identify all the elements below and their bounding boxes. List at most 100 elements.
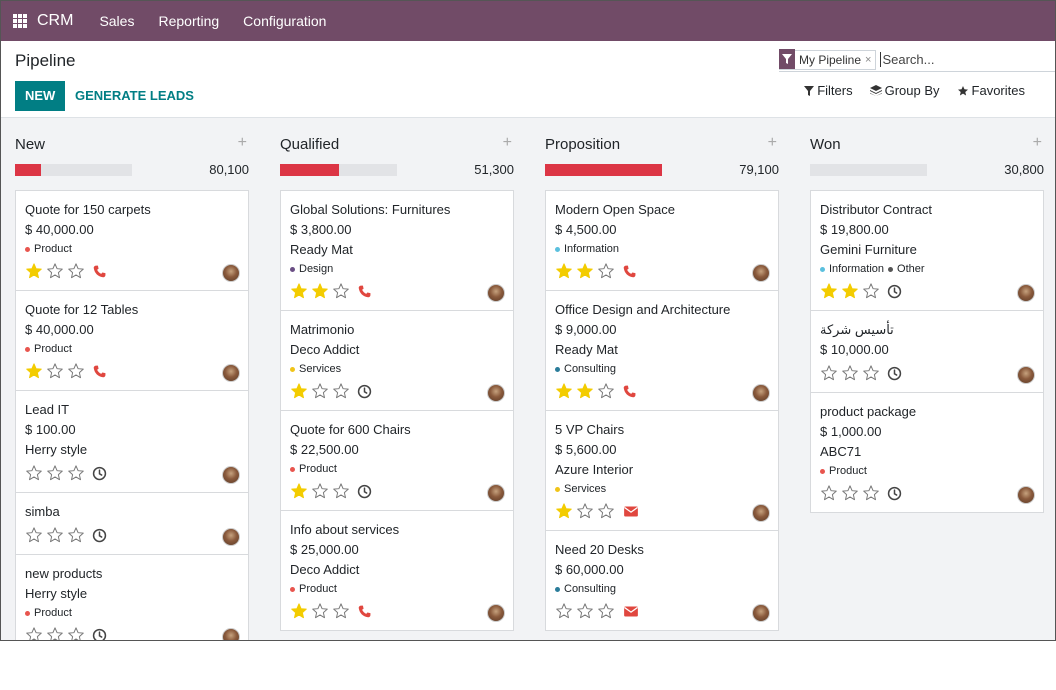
lead-card[interactable]: Lead IT $ 100.00 Herry style	[15, 390, 249, 493]
quick-create-plus-icon[interactable]: +	[237, 134, 247, 151]
star-empty-icon[interactable]	[67, 262, 85, 280]
menu-configuration[interactable]: Configuration	[243, 13, 327, 29]
phone-icon[interactable]	[622, 384, 637, 399]
clock-icon[interactable]	[92, 528, 107, 543]
apps-grid-icon[interactable]	[13, 14, 27, 28]
clock-icon[interactable]	[887, 366, 902, 381]
generate-leads-button[interactable]: GENERATE LEADS	[75, 88, 194, 103]
activity-button[interactable]	[357, 384, 372, 399]
star-empty-icon[interactable]	[46, 626, 64, 641]
star-empty-icon[interactable]	[311, 602, 329, 620]
clock-icon[interactable]	[92, 628, 107, 642]
phone-icon[interactable]	[622, 264, 637, 279]
facet-close-icon[interactable]: ×	[865, 53, 872, 66]
avatar[interactable]	[487, 384, 505, 402]
lead-card[interactable]: Quote for 150 carpets $ 40,000.00 Product	[15, 190, 249, 291]
star-empty-icon[interactable]	[576, 602, 594, 620]
star-empty-icon[interactable]	[841, 484, 859, 502]
progress-bar[interactable]	[545, 164, 662, 176]
avatar[interactable]	[222, 264, 240, 282]
column-title[interactable]: Qualified	[280, 136, 340, 153]
star-empty-icon[interactable]	[820, 484, 838, 502]
quick-create-plus-icon[interactable]: +	[1032, 134, 1042, 151]
star-filled-icon[interactable]	[290, 602, 308, 620]
avatar[interactable]	[222, 528, 240, 546]
star-empty-icon[interactable]	[332, 382, 350, 400]
star-filled-icon[interactable]	[290, 482, 308, 500]
star-empty-icon[interactable]	[67, 362, 85, 380]
star-filled-icon[interactable]	[576, 382, 594, 400]
activity-button[interactable]	[887, 284, 902, 299]
activity-button[interactable]	[92, 364, 107, 379]
lead-card[interactable]: Info about services $ 25,000.00 Deco Addic…	[280, 510, 514, 631]
avatar[interactable]	[752, 264, 770, 282]
star-empty-icon[interactable]	[46, 262, 64, 280]
star-empty-icon[interactable]	[597, 382, 615, 400]
star-empty-icon[interactable]	[67, 464, 85, 482]
column-title[interactable]: Won	[810, 136, 841, 153]
phone-icon[interactable]	[92, 264, 107, 279]
clock-icon[interactable]	[357, 484, 372, 499]
star-empty-icon[interactable]	[597, 262, 615, 280]
lead-card[interactable]: Matrimonio Deco Addict Services	[280, 310, 514, 411]
lead-card[interactable]: Need 20 Desks $ 60,000.00 Consulting	[545, 530, 779, 631]
phone-icon[interactable]	[357, 284, 372, 299]
activity-button[interactable]	[622, 384, 637, 399]
favorites-button[interactable]: Favorites	[957, 83, 1025, 98]
star-empty-icon[interactable]	[555, 602, 573, 620]
column-title[interactable]: New	[15, 136, 46, 153]
star-empty-icon[interactable]	[862, 282, 880, 300]
star-empty-icon[interactable]	[311, 382, 329, 400]
avatar[interactable]	[752, 384, 770, 402]
phone-icon[interactable]	[357, 604, 372, 619]
menu-reporting[interactable]: Reporting	[158, 13, 220, 29]
avatar[interactable]	[487, 284, 505, 302]
clock-icon[interactable]	[357, 384, 372, 399]
lead-card[interactable]: product package $ 1,000.00 ABC71 Product	[810, 392, 1044, 513]
lead-card[interactable]: Distributor Contract $ 19,800.00 Gemini Fu…	[810, 190, 1044, 311]
star-filled-icon[interactable]	[576, 262, 594, 280]
clock-icon[interactable]	[92, 466, 107, 481]
phone-icon[interactable]	[92, 364, 107, 379]
star-filled-icon[interactable]	[290, 382, 308, 400]
star-filled-icon[interactable]	[311, 282, 329, 300]
star-filled-icon[interactable]	[820, 282, 838, 300]
star-empty-icon[interactable]	[332, 282, 350, 300]
star-empty-icon[interactable]	[46, 464, 64, 482]
star-filled-icon[interactable]	[290, 282, 308, 300]
activity-button[interactable]	[92, 264, 107, 279]
star-empty-icon[interactable]	[311, 482, 329, 500]
lead-card[interactable]: تأسيس شركة $ 10,000.00	[810, 310, 1044, 393]
avatar[interactable]	[1017, 284, 1035, 302]
envelope-icon[interactable]	[622, 504, 640, 519]
star-empty-icon[interactable]	[46, 526, 64, 544]
lead-card[interactable]: Office Design and Architecture $ 9,000.00…	[545, 290, 779, 411]
star-empty-icon[interactable]	[25, 526, 43, 544]
lead-card[interactable]: Quote for 12 Tables $ 40,000.00 Product	[15, 290, 249, 391]
activity-button[interactable]	[92, 528, 107, 543]
star-filled-icon[interactable]	[555, 502, 573, 520]
column-title[interactable]: Proposition	[545, 136, 621, 153]
avatar[interactable]	[752, 604, 770, 622]
activity-button[interactable]	[92, 628, 107, 642]
clock-icon[interactable]	[887, 486, 902, 501]
star-empty-icon[interactable]	[597, 602, 615, 620]
star-empty-icon[interactable]	[597, 502, 615, 520]
lead-card[interactable]: 5 VP Chairs $ 5,600.00 Azure Interior Servi…	[545, 410, 779, 531]
quick-create-plus-icon[interactable]: +	[502, 134, 512, 151]
search-input[interactable]	[880, 52, 1031, 67]
group-by-button[interactable]: Group By	[869, 83, 940, 98]
clock-icon[interactable]	[887, 284, 902, 299]
progress-bar[interactable]	[15, 164, 132, 176]
star-empty-icon[interactable]	[25, 464, 43, 482]
star-empty-icon[interactable]	[862, 364, 880, 382]
star-empty-icon[interactable]	[332, 602, 350, 620]
star-empty-icon[interactable]	[841, 364, 859, 382]
avatar[interactable]	[1017, 486, 1035, 504]
lead-card[interactable]: Global Solutions: Furnitures $ 3,800.00 Re…	[280, 190, 514, 311]
activity-button[interactable]	[357, 284, 372, 299]
activity-button[interactable]	[622, 504, 640, 519]
activity-button[interactable]	[357, 604, 372, 619]
star-empty-icon[interactable]	[862, 484, 880, 502]
progress-bar[interactable]	[810, 164, 927, 176]
